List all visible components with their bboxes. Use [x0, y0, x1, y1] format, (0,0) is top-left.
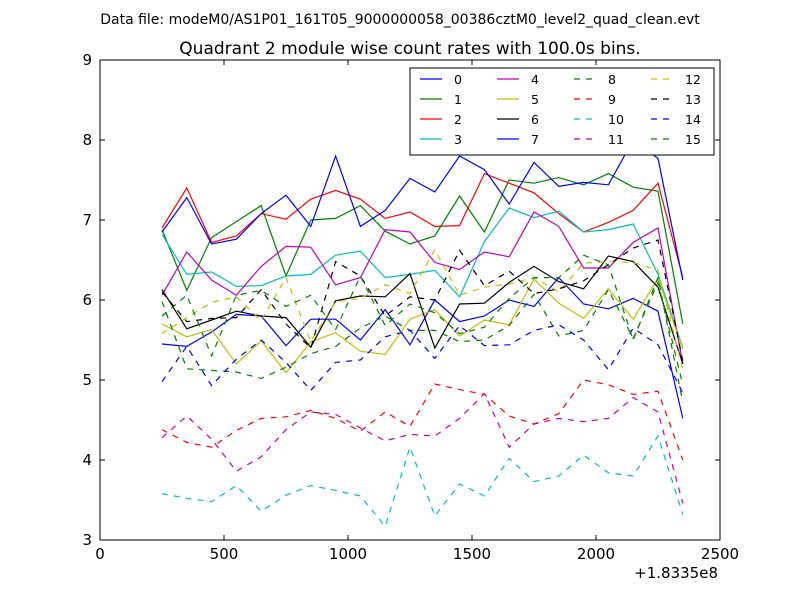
x-tick-label: 2500: [701, 545, 739, 563]
series-line-2: [161, 172, 684, 278]
legend-box: [409, 67, 715, 156]
x-axis: 0 500 1000 1500 2000 2500: [95, 60, 739, 563]
x-tick-label: 2000: [577, 545, 615, 563]
series-line-7: [161, 139, 684, 281]
y-tick-label: 7: [82, 211, 92, 229]
x-tick-label: 1500: [453, 545, 491, 563]
series-line-15: [161, 254, 684, 403]
legend-label-2: 2: [454, 112, 462, 127]
legend-label-8: 8: [608, 72, 616, 87]
series-line-10: [161, 434, 684, 528]
y-tick-label: 8: [82, 131, 92, 149]
legend-label-13: 13: [685, 92, 701, 107]
x-offset-label: +1.8335e8: [634, 564, 718, 582]
legend-label-14: 14: [685, 112, 701, 127]
series-line-12: [161, 248, 684, 370]
series-line-8: [161, 280, 684, 385]
x-tick-label: 500: [210, 545, 239, 563]
legend-label-10: 10: [608, 112, 624, 127]
y-axis: 3 4 5 6 7 8 9: [82, 51, 720, 549]
series-line-13: [161, 239, 684, 361]
series-line-1: [161, 172, 684, 325]
y-tick-label: 3: [82, 531, 92, 549]
plot-lines: [161, 139, 684, 528]
series-line-4: [161, 211, 684, 365]
chart-title: Quadrant 2 module wise count rates with …: [179, 39, 640, 59]
legend-label-9: 9: [608, 92, 616, 107]
y-tick-label: 9: [82, 51, 92, 69]
legend-label-0: 0: [454, 72, 462, 87]
y-tick-label: 4: [82, 451, 92, 469]
legend-label-4: 4: [531, 72, 539, 87]
legend-label-11: 11: [608, 132, 624, 147]
legend-label-12: 12: [685, 72, 701, 87]
x-tick-label: 1000: [329, 545, 367, 563]
series-line-14: [161, 324, 684, 394]
legend-label-5: 5: [531, 92, 539, 107]
series-line-5: [161, 277, 684, 374]
series-line-9: [161, 379, 684, 461]
series-line-3: [161, 207, 684, 349]
legend-label-7: 7: [531, 132, 539, 147]
series-line-0: [161, 276, 684, 419]
y-tick-label: 6: [82, 291, 92, 309]
y-tick-label: 5: [82, 371, 92, 389]
legend-label-1: 1: [454, 92, 462, 107]
legend-label-3: 3: [454, 132, 462, 147]
legend-label-15: 15: [685, 132, 701, 147]
chart-suptitle: Data file: modeM0/AS1P01_161T05_90000000…: [100, 12, 700, 28]
legend-label-6: 6: [531, 112, 539, 127]
x-tick-label: 0: [95, 545, 105, 563]
series-line-11: [161, 392, 684, 504]
